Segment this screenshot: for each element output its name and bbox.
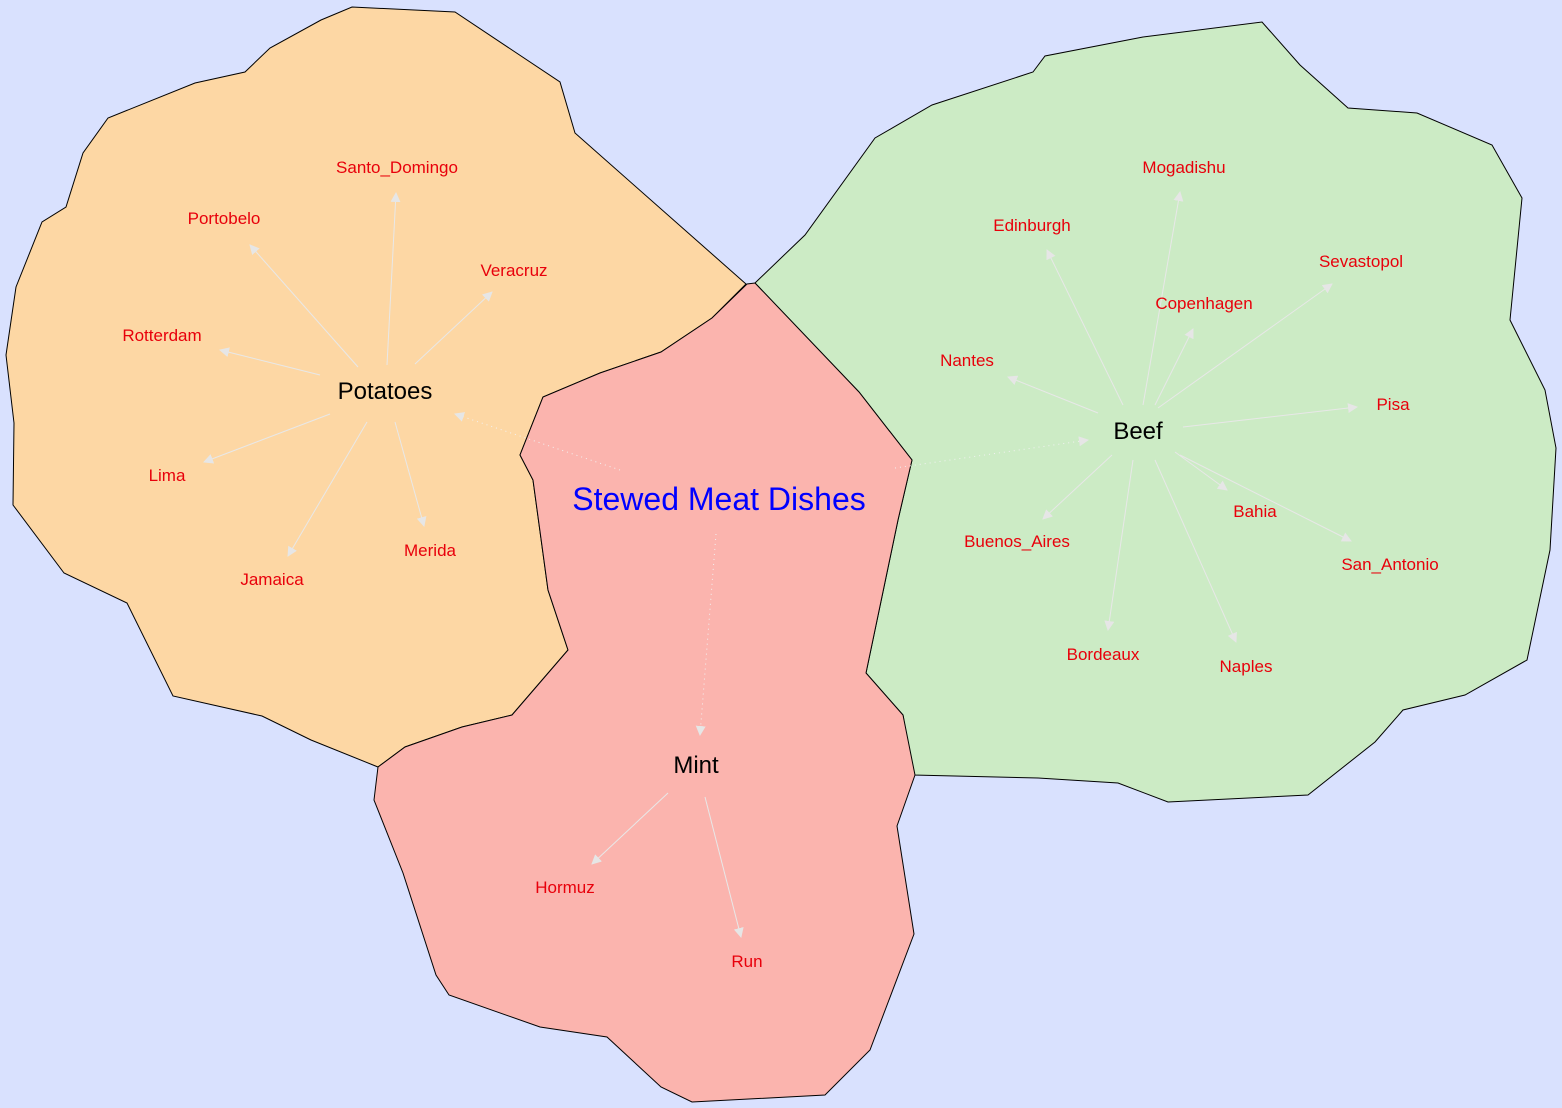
edge-potatoes-rotterdam — [219, 347, 321, 376]
region-mint — [373, 282, 916, 1103]
edge-potatoes-jamaica — [287, 421, 368, 557]
edge-beef-san-antonio — [1179, 454, 1352, 542]
hub-label-potatoes: Potatoes — [338, 378, 433, 405]
leaf-label: Edinburgh — [993, 216, 1071, 235]
hub-label-beef: Beef — [1113, 418, 1163, 445]
leaf-label: Naples — [1220, 657, 1273, 676]
edge-root-mint — [695, 533, 717, 736]
leaf-label: Rotterdam — [122, 326, 201, 345]
leaf-label: Veracruz — [480, 261, 547, 280]
edge-beef-bahia — [1174, 451, 1228, 491]
leaf-label: Copenhagen — [1155, 294, 1252, 313]
leaf-label: Hormuz — [535, 878, 595, 897]
leaf-label: Mogadishu — [1142, 158, 1225, 177]
leaf-label: Jamaica — [240, 570, 304, 589]
edge-beef-bordeaux — [1104, 459, 1134, 631]
edge-beef-sevastopol — [1157, 283, 1333, 409]
edge-potatoes-merida — [394, 421, 427, 527]
leaf-label: Bahia — [1233, 502, 1277, 521]
leaf-label: Santo_Domingo — [336, 158, 458, 177]
root-label: Stewed Meat Dishes — [572, 481, 865, 517]
edge-potatoes-portobelo — [249, 244, 359, 368]
edge-beef-mogadishu — [1142, 191, 1184, 406]
edge-beef-buenos-aires — [1042, 454, 1113, 520]
leaf-label: Lima — [149, 466, 186, 485]
leaf-label: Buenos_Aires — [964, 532, 1070, 551]
edge-potatoes-veracruz — [414, 291, 493, 365]
leaf-label: Run — [731, 952, 762, 971]
edge-beef-copenhagen — [1154, 328, 1194, 406]
edge-beef-pisa — [1182, 403, 1358, 428]
edge-beef-nantes — [1007, 375, 1099, 414]
edge-mint-run — [704, 796, 744, 938]
leaf-label: Bordeaux — [1067, 645, 1140, 664]
hub-label-mint: Mint — [673, 752, 719, 779]
leaf-label: Pisa — [1376, 395, 1410, 414]
leaf-label: Nantes — [940, 351, 994, 370]
edge-root-potatoes — [454, 412, 621, 471]
edge-potatoes-santo-domingo — [386, 192, 401, 366]
edge-beef-naples — [1154, 459, 1237, 643]
edge-beef-edinburgh — [1046, 249, 1124, 406]
leaf-label: Sevastopol — [1319, 252, 1403, 271]
leaf-label: Portobelo — [188, 209, 261, 228]
edge-mint-hormuz — [591, 792, 669, 865]
leaf-label: San_Antonio — [1341, 555, 1438, 574]
leaf-label: Merida — [404, 541, 457, 560]
edge-potatoes-lima — [203, 413, 331, 464]
edges-layer — [203, 191, 1358, 938]
